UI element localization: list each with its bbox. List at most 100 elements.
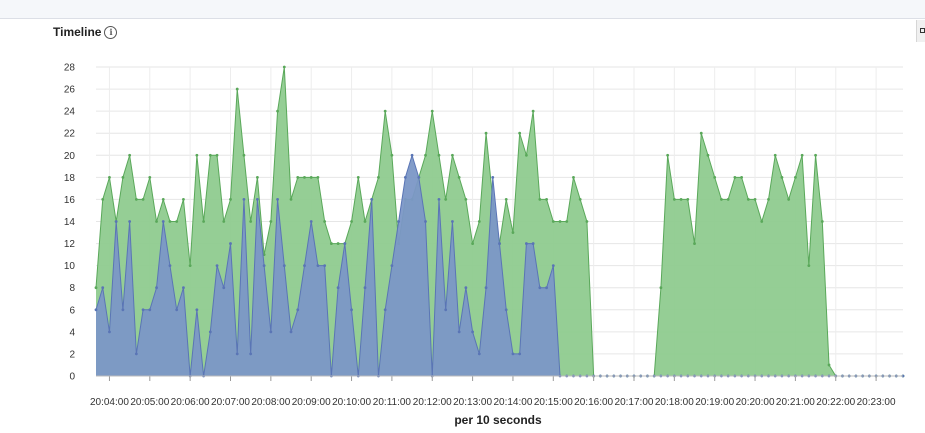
- x-tick-label: 20:05:00: [130, 397, 169, 408]
- data-point-series-1: [551, 220, 555, 223]
- y-tick-label: 0: [69, 372, 75, 383]
- data-point-series-2: [161, 220, 165, 223]
- data-point-series-1: [208, 153, 212, 157]
- data-point-series-1: [108, 175, 111, 179]
- x-tick-label: 20:17:00: [615, 397, 654, 408]
- data-point-series-2: [168, 264, 172, 268]
- data-point-series-2: [296, 308, 300, 312]
- data-point-series-1: [807, 264, 811, 268]
- data-point-series-1: [659, 286, 663, 290]
- data-point-series-1: [101, 198, 105, 201]
- data-point-series-1: [276, 109, 279, 113]
- data-point-series-1: [437, 153, 441, 157]
- y-tick-label: 20: [64, 151, 76, 162]
- y-tick-label: 10: [64, 261, 76, 272]
- data-point-series-1: [511, 231, 515, 234]
- data-point-series-1: [484, 131, 488, 135]
- data-point-series-1: [740, 175, 743, 179]
- data-point-series-2: [437, 198, 441, 201]
- data-point-series-2: [491, 175, 495, 179]
- data-point-series-2: [551, 264, 555, 268]
- data-point-series-1: [800, 153, 804, 157]
- data-point-series-2: [410, 153, 414, 157]
- x-tick-label: 20:23:00: [857, 397, 896, 408]
- data-point-series-2: [108, 330, 111, 334]
- data-point-series-1: [229, 198, 232, 201]
- data-point-series-1: [195, 153, 199, 157]
- data-point-series-2: [538, 286, 542, 290]
- data-point-series-1: [464, 198, 468, 201]
- x-tick-label: 20:15:00: [534, 397, 573, 408]
- data-point-series-1: [572, 175, 575, 179]
- x-tick-label: 20:12:00: [413, 397, 452, 408]
- x-tick-label: 20:10:00: [332, 397, 371, 408]
- data-point-series-2: [323, 264, 327, 268]
- y-tick-label: 18: [64, 173, 76, 184]
- data-point-series-2: [417, 175, 421, 179]
- data-point-series-1: [820, 220, 824, 223]
- data-point-series-1: [215, 153, 219, 157]
- data-point-series-2: [94, 308, 98, 312]
- x-tick-label: 20:20:00: [736, 397, 775, 408]
- data-point-series-2: [383, 308, 387, 312]
- data-point-series-2: [256, 198, 259, 201]
- data-point-series-1: [780, 175, 784, 179]
- y-tick-label: 4: [69, 327, 75, 338]
- data-point-series-1: [202, 220, 206, 223]
- data-point-series-1: [699, 131, 703, 135]
- data-point-series-1: [558, 220, 562, 223]
- x-tick-label: 20:07:00: [211, 397, 250, 408]
- data-point-series-2: [276, 198, 279, 201]
- data-point-series-1: [121, 175, 125, 179]
- data-point-series-1: [269, 220, 273, 223]
- data-point-series-2: [484, 286, 488, 290]
- info-circle-icon[interactable]: i: [104, 25, 118, 39]
- data-point-series-2: [262, 264, 266, 268]
- data-point-series-2: [336, 286, 340, 290]
- data-point-series-1: [289, 198, 293, 201]
- y-tick-label: 8: [69, 283, 75, 294]
- data-point-series-2: [289, 330, 293, 334]
- data-point-series-1: [444, 198, 448, 201]
- y-tick-label: 2: [69, 349, 75, 360]
- data-point-series-2: [451, 220, 454, 223]
- data-point-series-2: [229, 242, 232, 245]
- data-point-series-2: [457, 330, 461, 334]
- data-point-series-2: [370, 198, 374, 201]
- data-point-series-1: [746, 198, 750, 201]
- data-point-series-2: [343, 242, 347, 245]
- y-tick-label: 28: [64, 63, 76, 74]
- data-point-series-1: [336, 242, 340, 245]
- panel-title-text: Timeline: [53, 25, 102, 39]
- panel-title: Timeline i: [53, 24, 118, 40]
- data-point-series-1: [134, 198, 138, 201]
- data-point-series-2: [363, 286, 367, 290]
- data-point-series-1: [350, 220, 353, 223]
- data-point-series-2: [498, 242, 501, 245]
- x-tick-label: 20:06:00: [171, 397, 210, 408]
- data-point-series-2: [350, 308, 353, 312]
- data-point-series-1: [693, 242, 696, 245]
- data-point-series-2: [128, 220, 132, 223]
- data-point-series-1: [518, 131, 522, 135]
- y-tick-label: 26: [64, 85, 76, 96]
- data-point-series-2: [504, 308, 508, 312]
- x-tick-label: 20:11:00: [373, 397, 412, 408]
- y-tick-label: 24: [64, 107, 76, 118]
- data-point-series-2: [121, 308, 125, 312]
- x-tick-label: 20:21:00: [776, 397, 815, 408]
- data-point-series-2: [477, 352, 481, 356]
- data-point-series-1: [235, 87, 239, 91]
- data-point-series-1: [430, 109, 434, 113]
- data-point-series-2: [141, 308, 145, 312]
- data-point-series-1: [585, 220, 589, 223]
- data-point-series-1: [188, 264, 192, 268]
- data-point-series-1: [767, 198, 770, 201]
- data-point-series-1: [249, 220, 253, 223]
- data-point-series-1: [538, 198, 542, 201]
- data-point-series-1: [175, 220, 179, 223]
- data-point-series-1: [128, 153, 132, 157]
- data-point-series-2: [175, 308, 179, 312]
